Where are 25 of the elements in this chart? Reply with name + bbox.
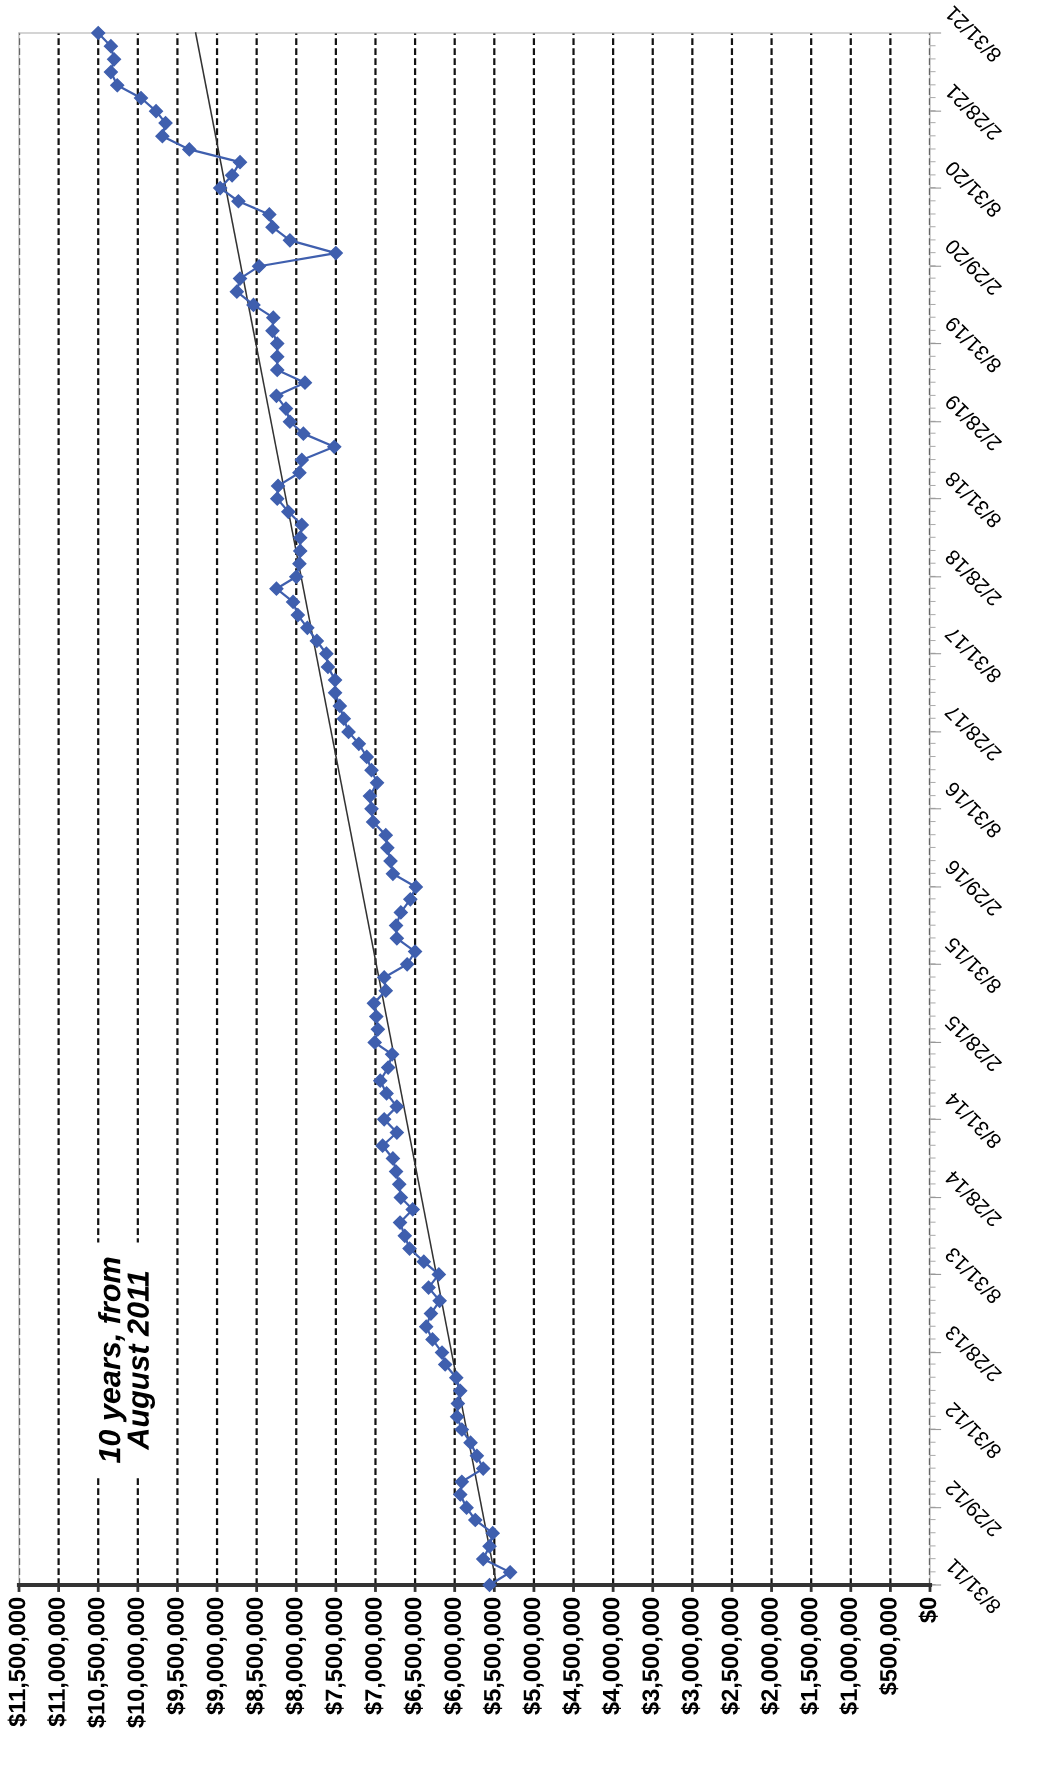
x-tick-label: $2,500,000 (720, 1597, 742, 1715)
x-tick-label: $3,000,000 (680, 1597, 703, 1715)
x-tick-label: $4,500,000 (562, 1597, 584, 1715)
x-tick-label: $500,000 (878, 1597, 901, 1695)
x-tick-label: $5,500,000 (482, 1597, 505, 1715)
x-tick-label: $8,500,000 (245, 1597, 267, 1715)
x-tick-label: $6,500,000 (403, 1597, 425, 1715)
x-tick-label: $11,500,000 (7, 1597, 29, 1727)
x-tick-label: $4,000,000 (601, 1597, 623, 1715)
x-tick-label: $10,000,000 (126, 1597, 148, 1728)
x-tick-label: $8,000,000 (284, 1597, 307, 1715)
x-tick-label: $0 (918, 1597, 938, 1623)
x-tick-label: $10,500,000 (86, 1597, 108, 1728)
annotation: 10 years, from August 2011 (98, 1257, 155, 1464)
x-tick-label: $2,000,000 (760, 1597, 782, 1715)
x-tick-label: $7,000,000 (364, 1597, 386, 1715)
x-tick-label: $9,000,000 (205, 1597, 227, 1715)
x-tick-label: $9,500,000 (166, 1597, 188, 1715)
x-tick-label: $11,000,000 (47, 1597, 69, 1727)
x-tick-label: $6,000,000 (443, 1597, 465, 1715)
x-tick-label: $3,500,000 (641, 1597, 663, 1715)
x-tick-label: $1,000,000 (839, 1597, 861, 1715)
x-tick-label: $1,500,000 (799, 1597, 821, 1715)
x-tick-label: $5,000,000 (522, 1597, 544, 1715)
x-tick-label: $7,500,000 (324, 1597, 346, 1715)
